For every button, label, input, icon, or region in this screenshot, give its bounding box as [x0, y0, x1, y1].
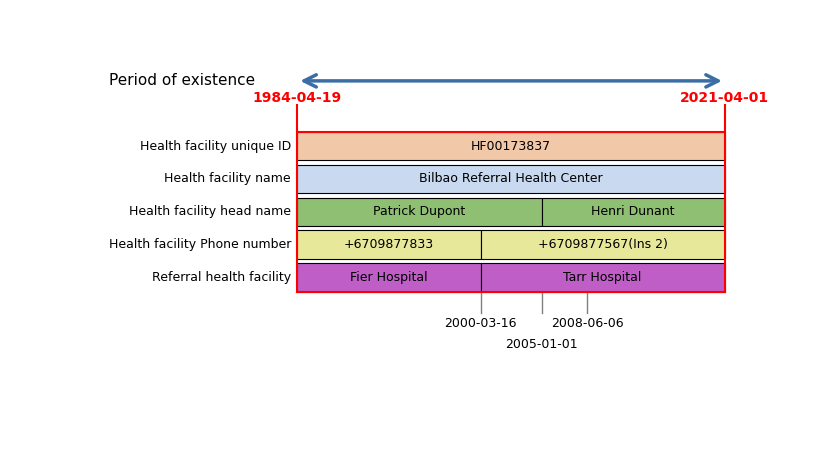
Text: Bilbao Referral Health Center: Bilbao Referral Health Center: [419, 172, 603, 186]
Text: 2021-04-01: 2021-04-01: [680, 91, 770, 106]
Text: Henri Dunant: Henri Dunant: [592, 205, 675, 218]
Bar: [297, 165, 725, 193]
Text: Fier Hospital: Fier Hospital: [350, 271, 428, 284]
Text: Health facility unique ID: Health facility unique ID: [140, 140, 291, 152]
Text: Health facility head name: Health facility head name: [129, 205, 291, 218]
Text: 1984-04-19: 1984-04-19: [253, 91, 342, 106]
Text: Referral health facility: Referral health facility: [152, 271, 291, 284]
Text: 2005-01-01: 2005-01-01: [505, 338, 578, 351]
Text: HF00173837: HF00173837: [471, 140, 551, 152]
Bar: [297, 231, 481, 259]
Text: Patrick Dupont: Patrick Dupont: [374, 205, 466, 218]
Bar: [297, 263, 481, 292]
Bar: [297, 131, 725, 161]
Text: +6709877833: +6709877833: [344, 238, 434, 251]
Text: Health facility Phone number: Health facility Phone number: [109, 238, 291, 251]
Text: +6709877567(Ins 2): +6709877567(Ins 2): [537, 238, 667, 251]
Text: Tarr Hospital: Tarr Hospital: [564, 271, 642, 284]
Text: 2000-03-16: 2000-03-16: [444, 317, 517, 330]
Bar: [297, 197, 542, 226]
Text: 2008-06-06: 2008-06-06: [551, 317, 624, 330]
Bar: [481, 263, 725, 292]
Bar: [542, 197, 725, 226]
Bar: [481, 231, 725, 259]
Text: Health facility name: Health facility name: [165, 172, 291, 186]
Text: Period of existence: Period of existence: [109, 73, 255, 88]
